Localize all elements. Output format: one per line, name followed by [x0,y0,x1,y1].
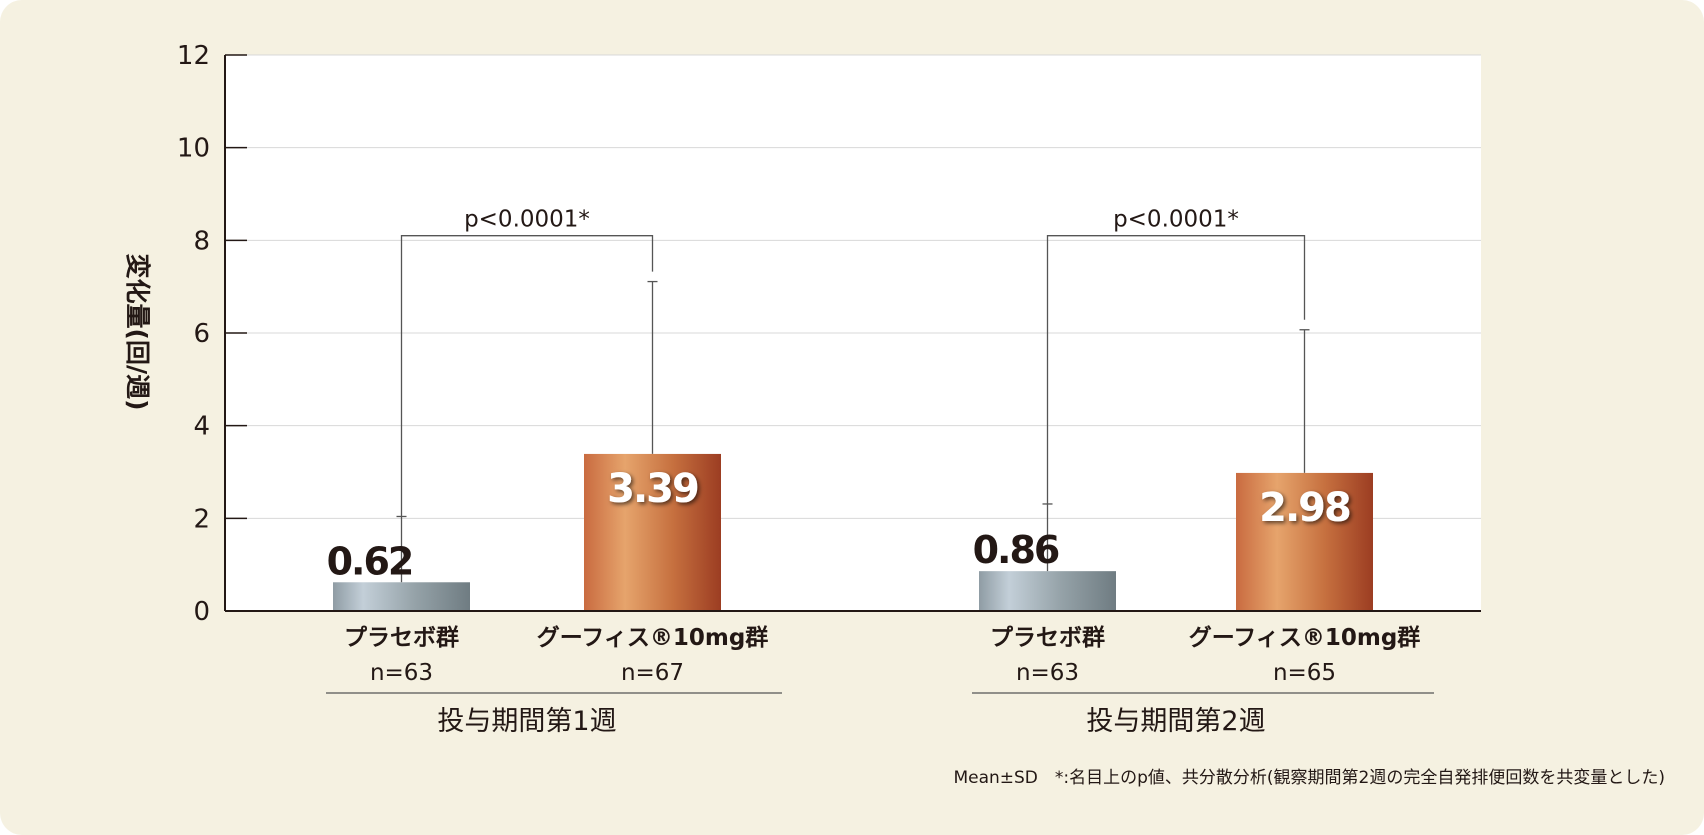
y-tick-label: 8 [193,226,210,256]
group-label: 投与期間第2週 [1086,706,1265,737]
significance-bracket [400,235,654,517]
y-tick-label: 0 [193,597,210,627]
bar [584,453,721,611]
p-value-label: p<0.0001* [1113,207,1239,233]
bar [333,582,470,611]
significance-bracket [1046,235,1306,504]
n-label: n=63 [370,660,433,686]
n-label: n=65 [1273,660,1336,686]
n-label: n=63 [1016,660,1079,686]
category-label: グーフィス®10mg群 [1189,624,1421,651]
y-tick-label: 10 [177,134,210,164]
p-value-label: p<0.0001* [464,207,590,233]
y-tick-label: 2 [193,504,210,534]
footnote: Mean±SD *:名目上のp値、共分散分析(観察期間第2週の完全自発排便回数を… [953,768,1665,788]
y-tick-label: 4 [193,412,210,442]
category-label: プラセボ群 [990,624,1105,651]
bar-value-label: 2.98 [1259,485,1350,531]
group-label: 投与期間第1週 [437,706,616,737]
bar-value-label: 0.62 [327,539,413,583]
bar [979,571,1116,611]
bar [1236,472,1373,611]
bar-value-label: 3.39 [607,466,698,512]
y-tick-label: 6 [193,319,210,349]
n-label: n=67 [621,660,684,686]
y-tick-label: 12 [177,41,210,71]
category-label: グーフィス®10mg群 [537,624,769,651]
bar-value-label: 0.86 [973,528,1059,572]
category-label: プラセボ群 [344,624,459,651]
y-axis-label: 変化量(回/週) [123,254,152,411]
